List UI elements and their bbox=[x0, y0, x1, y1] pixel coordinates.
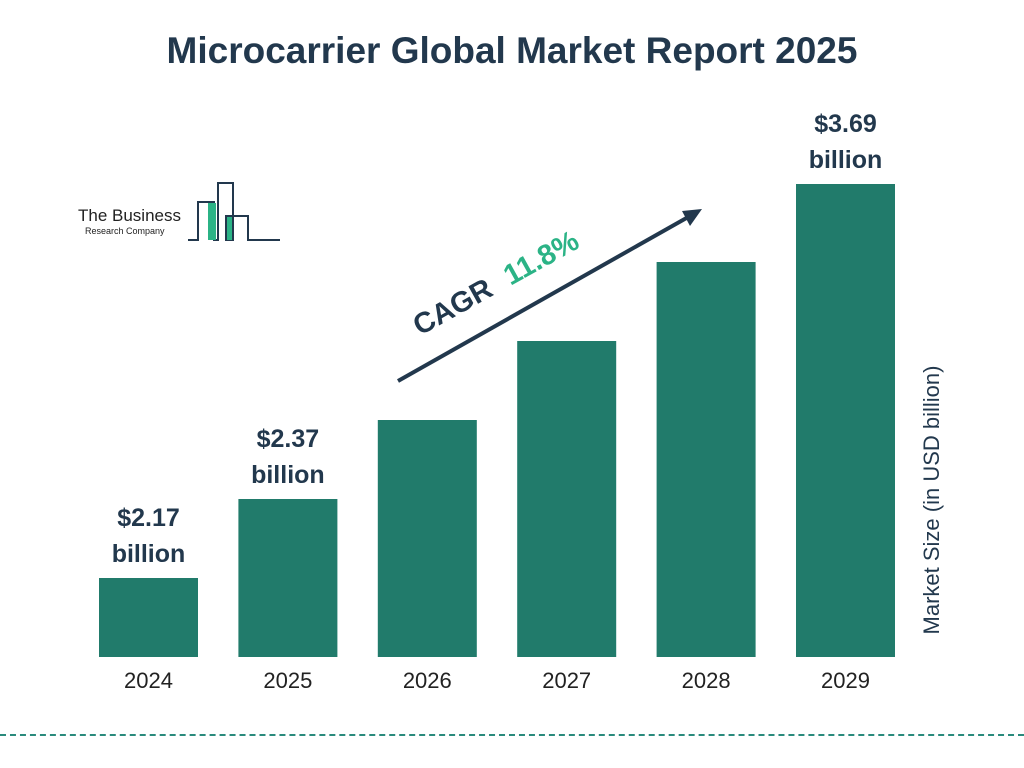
cagr-arrow-head-icon bbox=[682, 209, 702, 226]
cagr-arrow-line bbox=[397, 214, 691, 383]
data-label-unit-2025: billion bbox=[251, 461, 325, 489]
bar-2025 bbox=[238, 499, 338, 657]
bar-2029 bbox=[796, 184, 895, 657]
x-tick-label-2028: 2028 bbox=[682, 668, 731, 693]
data-label-value-2025: $2.37 bbox=[257, 425, 320, 453]
x-tick-label-2029: 2029 bbox=[821, 668, 870, 693]
footer-divider bbox=[0, 734, 1024, 736]
data-label-unit-2024: billion bbox=[112, 540, 186, 568]
x-tick-label-2025: 2025 bbox=[263, 668, 312, 693]
data-label-unit-2029: billion bbox=[809, 146, 883, 174]
x-tick-label-2027: 2027 bbox=[542, 668, 591, 693]
logo-buildings-icon bbox=[188, 182, 280, 241]
bar-2027 bbox=[517, 341, 617, 657]
data-label-value-2024: $2.17 bbox=[117, 504, 180, 532]
logo-text-line2: Research Company bbox=[85, 226, 165, 236]
chart-title: Microcarrier Global Market Report 2025 bbox=[166, 30, 858, 71]
bar-2028 bbox=[656, 262, 756, 657]
x-tick-label-2026: 2026 bbox=[403, 668, 452, 693]
data-label-value-2029: $3.69 bbox=[814, 110, 877, 138]
logo-text-line1: The Business bbox=[78, 206, 181, 225]
bar-2024 bbox=[99, 578, 198, 657]
y-axis-label: Market Size (in USD billion) bbox=[919, 365, 944, 635]
company-logo: The Business Research Company bbox=[78, 180, 283, 245]
x-tick-label-2024: 2024 bbox=[124, 668, 173, 693]
bar-2026 bbox=[377, 420, 477, 657]
